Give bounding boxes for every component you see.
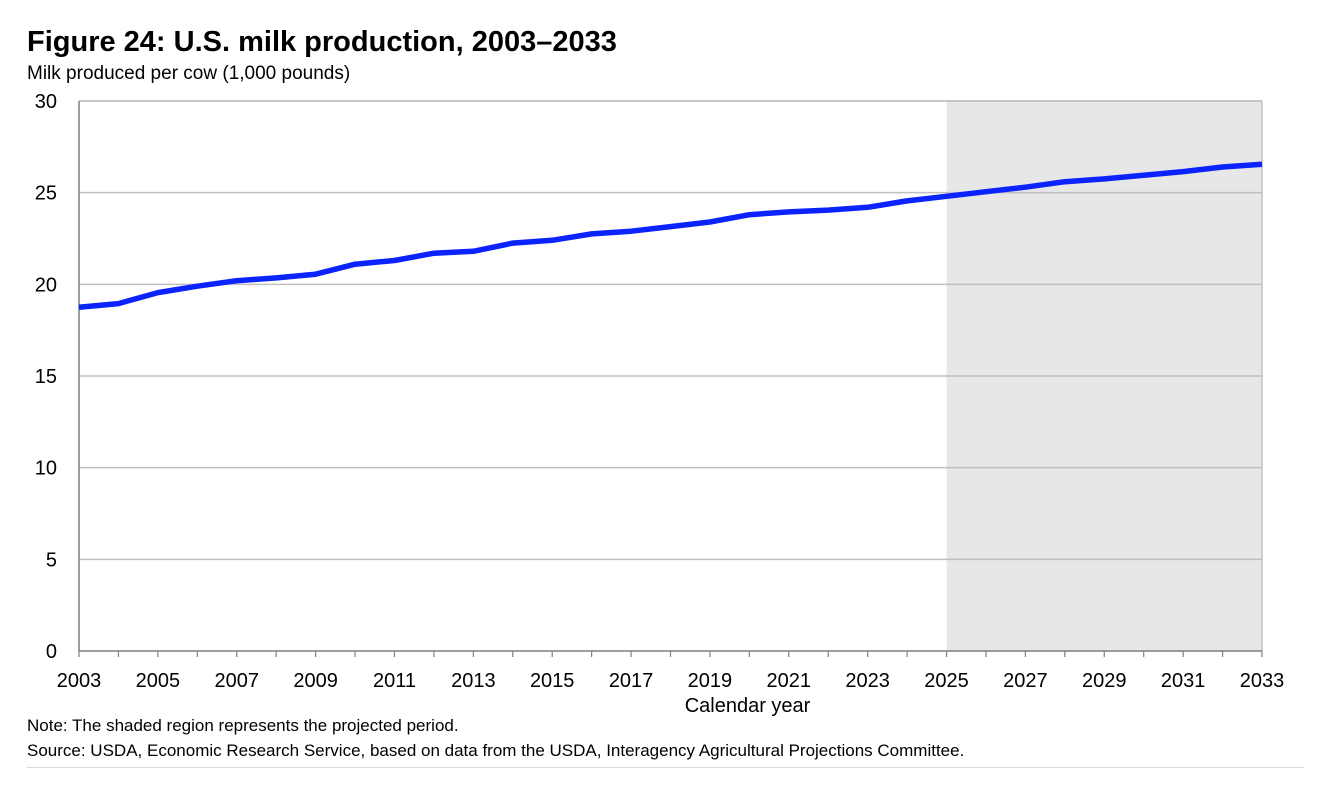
- y-tick-label: 0: [46, 641, 57, 663]
- y-tick-label: 30: [35, 91, 57, 113]
- x-tick-label: 2005: [136, 670, 181, 692]
- x-tick-label: 2025: [924, 670, 969, 692]
- chart-source: Source: USDA, Economic Research Service,…: [27, 741, 965, 760]
- x-tick-label: 2019: [688, 670, 733, 692]
- x-tick-label: 2009: [293, 670, 338, 692]
- x-tick-label: 2015: [530, 670, 575, 692]
- x-tick-label: 2017: [609, 670, 654, 692]
- x-tick-label: 2029: [1082, 670, 1127, 692]
- x-tick-label: 2023: [845, 670, 890, 692]
- y-tick-label: 5: [46, 549, 57, 571]
- axes: [78, 100, 1263, 657]
- x-tick-label: 2003: [57, 670, 102, 692]
- y-tick-label: 10: [35, 458, 57, 480]
- x-tick-label: 2031: [1161, 670, 1206, 692]
- x-axis-title: Calendar year: [685, 695, 811, 717]
- x-tick-label: 2013: [451, 670, 496, 692]
- x-tick-label: 2011: [373, 670, 416, 692]
- series-layer: [78, 161, 1263, 311]
- y-tick-label: 15: [35, 366, 57, 388]
- bottom-divider: [27, 767, 1304, 768]
- y-tick-label: 20: [35, 274, 57, 296]
- x-tick-label: 2027: [1003, 670, 1048, 692]
- x-tick-label: 2021: [767, 670, 812, 692]
- chart-title: Figure 24: U.S. milk production, 2003–20…: [27, 26, 617, 58]
- chart-note: Note: The shaded region represents the p…: [27, 716, 459, 735]
- x-tick-label: 2033: [1240, 670, 1285, 692]
- y-tick-label: 25: [35, 183, 57, 205]
- y-axis-label: Milk produced per cow (1,000 pounds): [27, 63, 351, 84]
- x-tick-label: 2007: [214, 670, 259, 692]
